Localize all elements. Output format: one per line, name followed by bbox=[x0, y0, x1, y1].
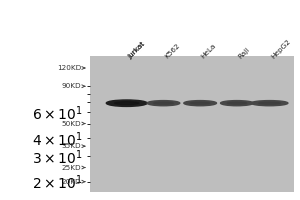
Ellipse shape bbox=[147, 101, 180, 106]
Ellipse shape bbox=[106, 100, 147, 106]
Text: 25KD: 25KD bbox=[61, 165, 81, 171]
Ellipse shape bbox=[220, 101, 253, 106]
Text: 120KD: 120KD bbox=[57, 65, 81, 71]
Text: 20KD: 20KD bbox=[61, 179, 81, 185]
Text: Raji: Raji bbox=[237, 46, 250, 60]
Text: K562: K562 bbox=[164, 43, 181, 60]
Text: 35KD: 35KD bbox=[61, 143, 81, 149]
Ellipse shape bbox=[184, 101, 217, 106]
Text: 90KD: 90KD bbox=[61, 83, 81, 89]
Ellipse shape bbox=[259, 102, 281, 104]
Ellipse shape bbox=[227, 102, 247, 104]
Ellipse shape bbox=[115, 102, 139, 105]
Text: HepG2: HepG2 bbox=[269, 38, 291, 60]
Text: Jurkat: Jurkat bbox=[127, 41, 146, 60]
Ellipse shape bbox=[190, 102, 210, 104]
Ellipse shape bbox=[251, 101, 288, 106]
Ellipse shape bbox=[154, 102, 173, 104]
Text: Jurkat: Jurkat bbox=[127, 41, 146, 60]
Text: 50KD: 50KD bbox=[61, 121, 81, 127]
Text: HeLa: HeLa bbox=[200, 43, 218, 60]
